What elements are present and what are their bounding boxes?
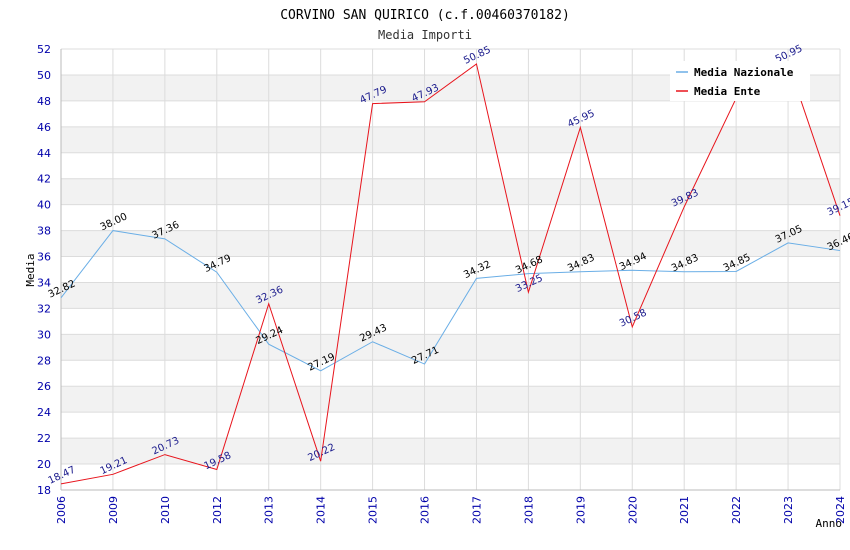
y-tick-label: 40: [37, 199, 51, 212]
y-axis-label: Media: [24, 253, 37, 286]
chart-subtitle: Media Importi: [378, 28, 472, 42]
series-line-nazionale: [60, 230, 841, 372]
y-tick-label: 32: [37, 302, 51, 315]
x-tick-label: 2017: [470, 496, 483, 524]
x-tick-label: 2012: [211, 496, 224, 524]
grid-band: [61, 178, 840, 205]
y-tick-label: 34: [37, 276, 51, 289]
series-line-ente: [60, 61, 841, 485]
grid-band: [61, 334, 840, 361]
grid-band: [61, 126, 840, 153]
x-tick-label: 2016: [419, 496, 432, 524]
x-tick-label: 2019: [574, 496, 587, 524]
x-tick-label: 2024: [834, 496, 847, 524]
grid-band: [61, 282, 840, 309]
y-tick-label: 36: [37, 251, 51, 264]
x-tick-label: 2020: [626, 496, 639, 524]
grid-band: [61, 230, 840, 257]
y-tick-label: 22: [37, 432, 51, 445]
x-tick-label: 2021: [678, 496, 691, 524]
y-tick-label: 38: [37, 225, 51, 238]
y-tick-label: 18: [37, 484, 51, 497]
y-axis-ticks: 18 20 22 24 26 28 30 32 34 36 38 40 42 44 46 48 50 52: [37, 43, 51, 497]
y-tick-label: 48: [37, 95, 51, 108]
y-tick-label: 42: [37, 173, 51, 186]
x-tick-label: 2018: [522, 496, 535, 524]
data-label: 50.85: [462, 45, 493, 67]
y-tick-label: 24: [37, 406, 51, 419]
data-label: 38.00: [99, 211, 130, 233]
series-lines: [60, 61, 841, 485]
x-tick-label: 2022: [730, 496, 743, 524]
y-tick-label: 52: [37, 43, 51, 56]
x-tick-label: 2006: [55, 496, 68, 524]
grid-bands: [61, 74, 840, 465]
x-tick-label: 2009: [107, 496, 120, 524]
y-tick-label: 20: [37, 458, 51, 471]
y-tick-label: 46: [37, 121, 51, 134]
data-label: 30.58: [618, 308, 649, 330]
x-tick-label: 2015: [367, 496, 380, 524]
legend-box: [670, 61, 810, 101]
x-tick-label: 2014: [315, 496, 328, 524]
x-tick-label: 2010: [159, 496, 172, 524]
grid-band: [61, 386, 840, 413]
y-tick-label: 30: [37, 328, 51, 341]
x-axis-label: Anno: [816, 517, 843, 530]
legend: Media Nazionale Media Ente: [670, 61, 810, 101]
x-tick-label: 2013: [263, 496, 276, 524]
legend-entry: Media Ente: [694, 85, 761, 98]
legend-entry: Media Nazionale: [694, 66, 794, 79]
y-tick-label: 28: [37, 354, 51, 367]
y-tick-label: 50: [37, 69, 51, 82]
chart-title: CORVINO SAN QUIRICO (c.f.00460370182): [280, 8, 570, 23]
x-axis-ticks: 2006 2009 2010 2012 2013 2014 2015 2016 2017 2018…: [55, 496, 847, 524]
y-tick-label: 26: [37, 380, 51, 393]
grid-band: [61, 438, 840, 465]
y-tick-label: 44: [37, 147, 51, 160]
x-tick-label: 2023: [782, 496, 795, 524]
